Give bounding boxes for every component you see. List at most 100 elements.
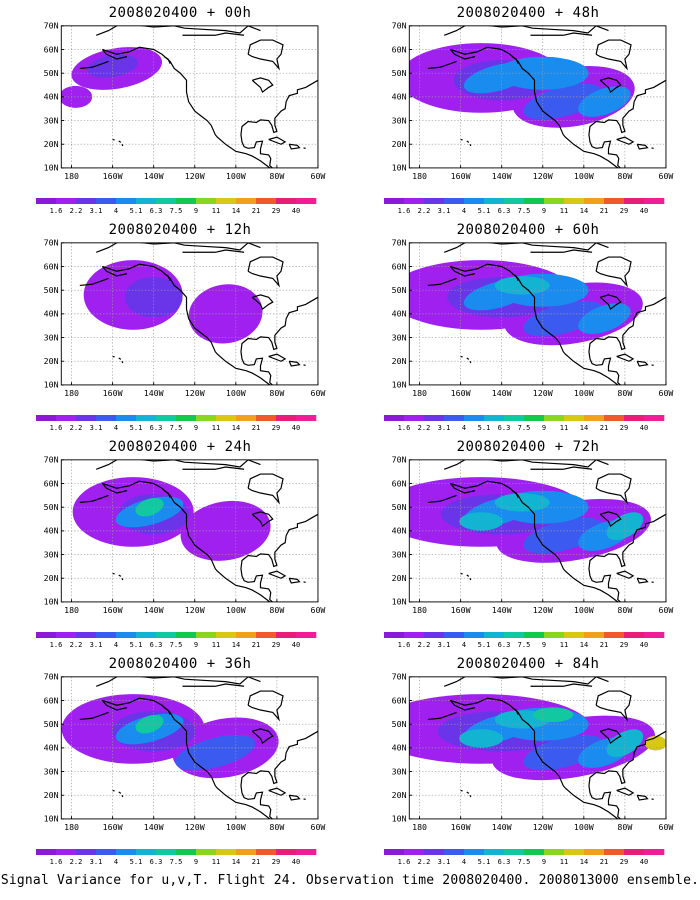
- colorbar-label: 3.1: [90, 207, 103, 215]
- colorbar-swatch: [524, 849, 545, 855]
- variance-contour: [644, 735, 666, 751]
- colorbar-swatch: [424, 198, 445, 204]
- lon-tick-label: 180: [64, 388, 79, 398]
- colorbar-swatch: [256, 632, 277, 638]
- colorbar-label: 4: [462, 424, 466, 432]
- colorbar-swatch: [76, 632, 97, 638]
- coastline: [288, 794, 301, 801]
- colorbar-swatch: [176, 849, 197, 855]
- colorbar: 1.6 2.2 3.1 4 5.1 6.3 7.5 9 11 14 21 29 40: [36, 849, 317, 866]
- colorbar-swatch: [296, 198, 317, 204]
- colorbar-label: 4: [462, 641, 466, 649]
- colorbar-label: 5.1: [130, 424, 143, 432]
- colorbar: 1.6 2.2 3.1 4 5.1 6.3 7.5 9 11 14 21 29 40: [36, 198, 317, 215]
- lat-tick-label: 20N: [44, 356, 59, 366]
- colorbar-label: 11: [212, 641, 220, 649]
- colorbar-swatch: [116, 415, 137, 421]
- lat-tick-label: 20N: [44, 790, 59, 800]
- coastline: [450, 263, 619, 385]
- lat-tick-label: 20N: [44, 139, 59, 149]
- coastline: [444, 25, 609, 36]
- coastline: [466, 791, 470, 794]
- colorbar-label: 6.3: [150, 858, 163, 866]
- lat-tick-label: 30N: [392, 549, 407, 559]
- colorbar-label: 7.5: [170, 641, 183, 649]
- coastline: [530, 32, 593, 36]
- lat-tick-label: 60N: [44, 261, 59, 271]
- coastline: [427, 60, 457, 70]
- colorbar-swatch: [76, 849, 97, 855]
- colorbar-label: 11: [560, 207, 568, 215]
- lat-tick-label: 50N: [392, 68, 407, 78]
- lon-tick-label: 60W: [311, 171, 326, 181]
- lon-tick-label: 140W: [144, 388, 164, 398]
- colorbar-swatch: [464, 632, 485, 638]
- colorbar-label: 11: [560, 424, 568, 432]
- variance-map: 70N 60N 50N 40N 30N 20N 10N 180 160W 140W 120W 100W…: [392, 672, 674, 832]
- colorbar-label: 6.3: [498, 858, 511, 866]
- colorbar-label: 6.3: [498, 424, 511, 432]
- colorbar-swatch: [176, 632, 197, 638]
- coastline: [511, 707, 519, 715]
- coastline: [530, 466, 593, 470]
- lat-tick-label: 10N: [44, 163, 59, 173]
- colorbar-label: 11: [560, 641, 568, 649]
- colorbar-swatch: [56, 632, 77, 638]
- coastline: [466, 140, 470, 143]
- variance-contour: [523, 83, 604, 120]
- colorbar-label: 5.1: [478, 424, 491, 432]
- colorbar-label: 40: [640, 424, 648, 432]
- colorbar-swatch: [444, 849, 465, 855]
- coastline: [636, 143, 649, 150]
- colorbar-label: 6.3: [498, 207, 511, 215]
- coastline: [588, 79, 666, 168]
- colorbar-label: 21: [252, 424, 260, 432]
- lon-tick-label: 120W: [185, 822, 205, 832]
- colorbar-label: 14: [232, 207, 240, 215]
- coastline: [240, 296, 318, 385]
- lon-tick-label: 140W: [492, 171, 512, 181]
- colorbar-label: 7.5: [518, 207, 531, 215]
- colorbar-swatch: [564, 632, 585, 638]
- coastline: [449, 49, 476, 60]
- colorbar-swatch: [156, 632, 177, 638]
- colorbar-label: 11: [212, 858, 220, 866]
- colorbar-swatch: [276, 415, 297, 421]
- colorbar: 1.6 2.2 3.1 4 5.1 6.3 7.5 9 11 14 21 29 40: [384, 632, 665, 649]
- colorbar-swatch: [76, 198, 97, 204]
- coastline: [247, 473, 284, 505]
- lat-tick-label: 40N: [44, 743, 59, 753]
- lat-tick-label: 10N: [44, 597, 59, 607]
- lon-tick-label: 140W: [144, 605, 164, 615]
- coastline: [182, 249, 245, 253]
- coastline: [102, 480, 271, 602]
- colorbar-swatch: [96, 849, 117, 855]
- colorbar-label: 14: [580, 641, 588, 649]
- lat-tick-label: 50N: [44, 502, 59, 512]
- lon-tick-label: 160W: [451, 605, 471, 615]
- coastline: [616, 136, 635, 145]
- colorbar-swatch: [36, 632, 57, 638]
- lat-tick-label: 70N: [392, 21, 407, 31]
- colorbar-swatch: [464, 849, 485, 855]
- colorbar-swatch: [96, 198, 117, 204]
- colorbar-swatch: [584, 415, 605, 421]
- coastline: [163, 490, 171, 498]
- colorbar-swatch: [504, 198, 525, 204]
- colorbar-label: 2.2: [418, 858, 431, 866]
- lon-tick-label: 180: [412, 171, 427, 181]
- colorbar-label: 21: [600, 641, 608, 649]
- variance-map: 70N 60N 50N 40N 30N 20N 10N 180 160W 140W 120W 100W…: [44, 21, 326, 181]
- lon-tick-label: 80W: [269, 822, 284, 832]
- coastline: [102, 263, 271, 385]
- colorbar-label: 11: [560, 858, 568, 866]
- coastline: [288, 143, 301, 150]
- colorbar-label: 21: [252, 858, 260, 866]
- colorbar-swatch: [584, 198, 605, 204]
- coastline: [511, 56, 519, 64]
- colorbar-swatch: [604, 849, 625, 855]
- lat-tick-label: 20N: [392, 139, 407, 149]
- variance-contour: [459, 729, 504, 748]
- coastline: [79, 60, 109, 70]
- colorbar-swatch: [296, 632, 317, 638]
